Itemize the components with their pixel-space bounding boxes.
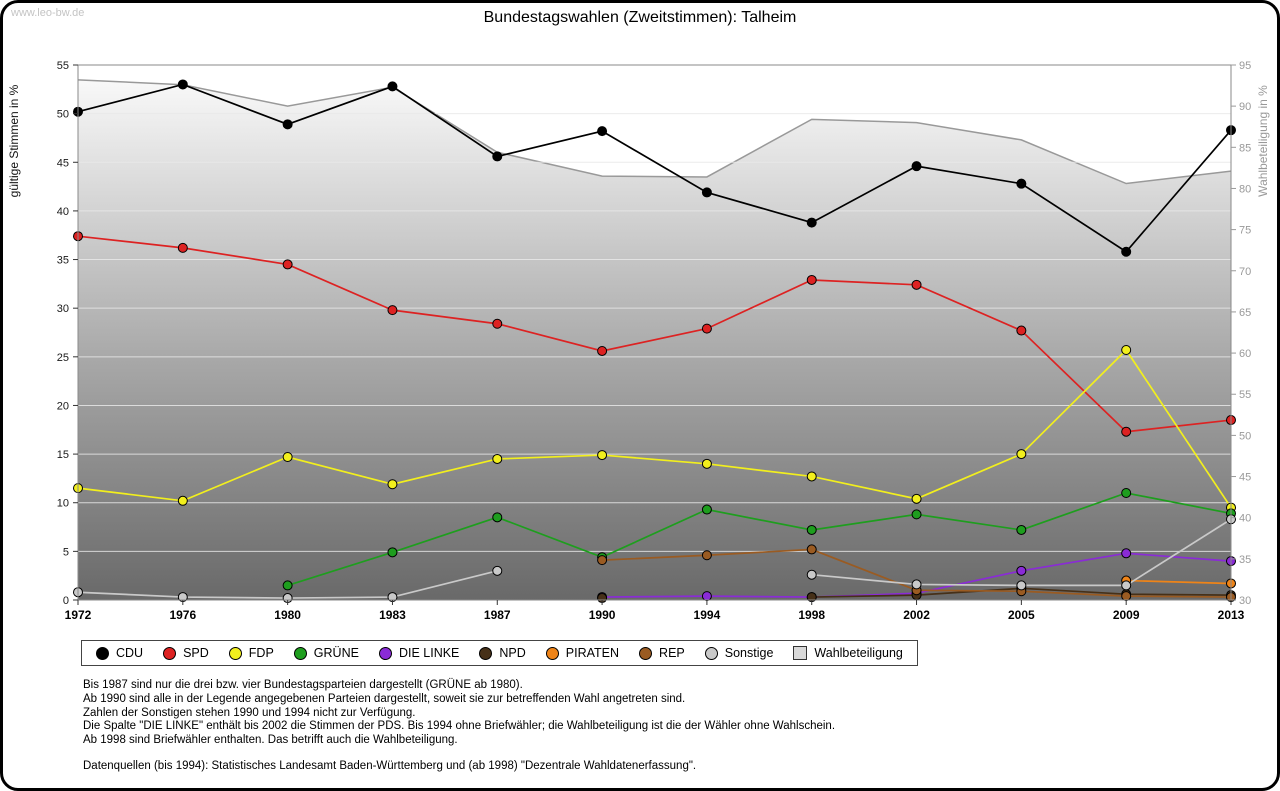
svg-text:85: 85 [1239, 142, 1251, 154]
svg-text:2002: 2002 [903, 608, 930, 622]
legend-dot-marker [639, 646, 653, 660]
svg-text:1983: 1983 [379, 608, 406, 622]
chart-legend: CDU SPD FDP GRÜNE DIE LINKE NPD PIRATEN REP Sons… [81, 640, 918, 666]
svg-text:30: 30 [1239, 595, 1251, 607]
legend-label: SPD [183, 646, 209, 660]
svg-text:1987: 1987 [484, 608, 511, 622]
footnote-line: Ab 1990 sind alle in der Legende angegeb… [83, 692, 686, 705]
svg-text:0: 0 [63, 595, 69, 607]
legend-label: DIE LINKE [398, 646, 460, 660]
legend-item-spd: SPD [163, 646, 209, 660]
footnote-line: Die Spalte "DIE LINKE" enthält bis 2002 … [83, 720, 836, 733]
legend-dot-marker [479, 646, 493, 660]
legend-dot-marker [96, 646, 109, 660]
legend-label: PIRATEN [565, 646, 620, 660]
svg-text:2009: 2009 [1113, 608, 1140, 622]
svg-text:10: 10 [57, 498, 69, 510]
legend-item-die-linke: DIE LINKE [378, 646, 460, 660]
chart-title: Bundestagswahlen (Zweitstimmen): Talheim [483, 9, 797, 26]
svg-text:20: 20 [57, 400, 69, 412]
svg-text:75: 75 [1239, 225, 1251, 237]
legend-label: Wahlbeteiligung [814, 646, 903, 660]
svg-text:40: 40 [57, 206, 69, 218]
chart-canvas: 0 5 10 15 20 25 30 35 40 45 50 55 30 35 40 45 50 55 60 65 70… [7, 60, 1270, 622]
legend-item-rep: REP [639, 646, 685, 660]
svg-text:60: 60 [1239, 348, 1251, 360]
svg-text:65: 65 [1239, 307, 1251, 319]
legend-label: GRÜNE [313, 646, 359, 660]
legend-label: FDP [248, 646, 274, 660]
footnote-line: Datenquellen (bis 1994): Statistisches L… [83, 759, 697, 772]
legend-item-cdu: CDU [96, 646, 143, 660]
legend-dot-marker [293, 646, 307, 660]
footnote-line: Ab 1998 sind Briefwähler enthalten. Das … [83, 734, 458, 747]
legend-item-grüne: GRÜNE [293, 646, 359, 660]
legend-dot-marker [378, 646, 392, 660]
legend-label: NPD [499, 646, 526, 660]
svg-text:45: 45 [1239, 472, 1251, 484]
legend-dot-marker [228, 646, 242, 660]
svg-text:90: 90 [1239, 101, 1251, 113]
svg-text:50: 50 [57, 109, 69, 121]
legend-item-npd: NPD [479, 646, 526, 660]
svg-text:1980: 1980 [274, 608, 301, 622]
legend-label: REP [659, 646, 685, 660]
svg-text:55: 55 [1239, 389, 1251, 401]
footnote-line: Zahlen der Sonstigen stehen 1990 und 199… [83, 706, 416, 719]
svg-text:1994: 1994 [694, 608, 721, 622]
svg-text:70: 70 [1239, 266, 1251, 278]
legend-label: CDU [116, 646, 144, 660]
footnote-line: Bis 1987 sind nur die drei bzw. vier Bun… [83, 679, 523, 691]
svg-text:95: 95 [1239, 60, 1251, 72]
svg-text:1976: 1976 [169, 608, 196, 622]
svg-text:80: 80 [1239, 183, 1251, 195]
svg-text:2005: 2005 [1008, 608, 1035, 622]
svg-text:30: 30 [57, 303, 69, 315]
legend-dot-marker [545, 646, 559, 660]
svg-text:5: 5 [63, 546, 69, 558]
svg-text:55: 55 [57, 60, 69, 72]
legend-dot-marker [704, 646, 718, 660]
legend-item-fdp: FDP [228, 646, 274, 660]
svg-text:35: 35 [1239, 554, 1251, 566]
svg-text:40: 40 [1239, 513, 1251, 525]
legend-square-marker [793, 646, 808, 660]
svg-text:1972: 1972 [65, 608, 92, 622]
y-right-axis-title: Wahlbeteiligung in % [1256, 85, 1270, 197]
legend-item-piraten: PIRATEN [545, 646, 620, 660]
y-left-axis-title: gültige Stimmen in % [7, 84, 21, 197]
legend-item-sonstige: Sonstige [704, 646, 774, 660]
watermark: www.leo-bw.de [11, 7, 85, 19]
legend-label: Sonstige [724, 646, 774, 660]
svg-text:35: 35 [57, 255, 69, 267]
svg-text:25: 25 [57, 352, 69, 364]
svg-text:15: 15 [57, 449, 69, 461]
svg-text:1990: 1990 [589, 608, 616, 622]
footnotes: Bis 1987 sind nur die drei bzw. vier Bun… [83, 679, 1277, 774]
svg-text:1998: 1998 [798, 608, 825, 622]
footnote-line [83, 748, 1277, 760]
legend-dot-marker [163, 646, 177, 660]
svg-text:45: 45 [57, 157, 69, 169]
svg-text:50: 50 [1239, 430, 1251, 442]
svg-text:2013: 2013 [1218, 608, 1245, 622]
legend-item-wahlbeteiligung: Wahlbeteiligung [793, 646, 903, 660]
